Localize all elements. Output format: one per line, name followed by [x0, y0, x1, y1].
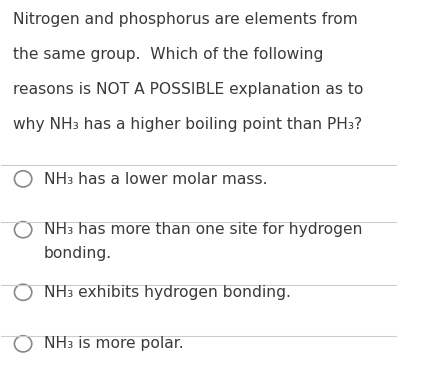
Text: NH₃ is more polar.: NH₃ is more polar.: [44, 336, 183, 351]
Text: NH₃ exhibits hydrogen bonding.: NH₃ exhibits hydrogen bonding.: [44, 285, 290, 300]
Text: NH₃ has more than one site for hydrogen: NH₃ has more than one site for hydrogen: [44, 222, 362, 237]
Text: why NH₃ has a higher boiling point than PH₃?: why NH₃ has a higher boiling point than …: [13, 117, 362, 132]
Text: Nitrogen and phosphorus are elements from: Nitrogen and phosphorus are elements fro…: [13, 13, 357, 27]
Text: bonding.: bonding.: [44, 246, 112, 261]
Text: NH₃ has a lower molar mass.: NH₃ has a lower molar mass.: [44, 171, 267, 187]
Text: reasons is NOT A POSSIBLE explanation as to: reasons is NOT A POSSIBLE explanation as…: [13, 82, 363, 98]
Text: the same group.  Which of the following: the same group. Which of the following: [13, 47, 323, 62]
